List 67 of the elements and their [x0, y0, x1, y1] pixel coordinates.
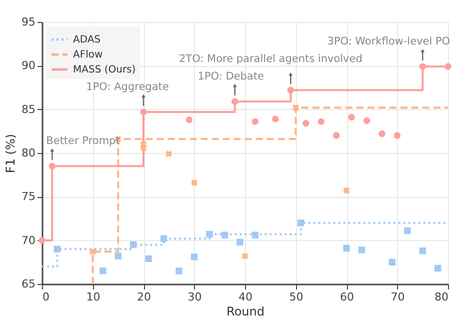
y-tick-label: 75: [22, 190, 36, 204]
y-axis-title: F1 (%): [4, 134, 18, 174]
point: [221, 232, 228, 238]
y-tick-label: 95: [22, 16, 36, 28]
point: [114, 252, 122, 260]
y-tick-label: 65: [22, 278, 36, 290]
point: [160, 235, 168, 242]
point: [140, 108, 147, 116]
legend-label: ADAS: [73, 34, 101, 46]
y-tick-label: 80: [22, 146, 36, 160]
point: [419, 63, 426, 70]
point: [252, 118, 259, 125]
point: [318, 118, 324, 125]
x-tick-label: 50: [289, 290, 304, 304]
x-tick-label: 20: [137, 290, 151, 304]
point: [388, 258, 396, 266]
point: [297, 220, 304, 226]
point: [166, 150, 172, 158]
annotation: 1PO: Aggregate: [86, 80, 169, 93]
x-axis-title: Round: [226, 304, 264, 318]
point: [252, 232, 259, 238]
point: [343, 244, 350, 252]
x-tick-label: 10: [86, 290, 100, 304]
point: [190, 254, 198, 260]
annotation: 2TO: More parallel agents involved: [178, 53, 362, 66]
point: [343, 187, 350, 194]
x-tick-label: 40: [238, 290, 252, 304]
point: [404, 227, 411, 234]
point: [444, 63, 452, 70]
point: [186, 116, 193, 124]
point: [242, 252, 248, 260]
point: [176, 268, 182, 274]
annotation: 3PO: Workflow-level PO: [327, 36, 450, 48]
y-tick-label: 90: [22, 59, 36, 72]
y-tick-label: 85: [22, 102, 36, 116]
point: [358, 246, 366, 254]
point: [302, 120, 310, 127]
point: [231, 98, 238, 105]
point: [348, 114, 355, 121]
point: [38, 236, 46, 244]
point: [363, 117, 370, 124]
point: [130, 241, 137, 248]
point: [434, 264, 442, 272]
point: [236, 238, 244, 246]
point: [89, 248, 96, 256]
point: [145, 255, 152, 262]
legend-label: AFlow: [73, 50, 103, 60]
y-tick-label: 70: [22, 234, 36, 247]
point: [419, 247, 426, 254]
point: [54, 246, 61, 252]
point: [378, 130, 386, 138]
point: [287, 86, 294, 94]
x-tick-label: 70: [390, 290, 405, 304]
point: [292, 104, 300, 111]
point: [332, 132, 340, 139]
x-tick-label: 30: [188, 290, 202, 304]
point: [48, 162, 56, 170]
point: [394, 132, 401, 139]
point: [100, 268, 106, 274]
legend-label: MASS (Ours): [73, 64, 136, 76]
x-tick-label: 60: [340, 290, 354, 304]
point: [206, 230, 213, 238]
point: [190, 179, 198, 186]
annotation: 1PO: Debate: [198, 70, 264, 82]
x-tick-label: 80: [434, 290, 448, 304]
point: [272, 116, 279, 122]
x-tick-label: 0: [42, 290, 50, 304]
